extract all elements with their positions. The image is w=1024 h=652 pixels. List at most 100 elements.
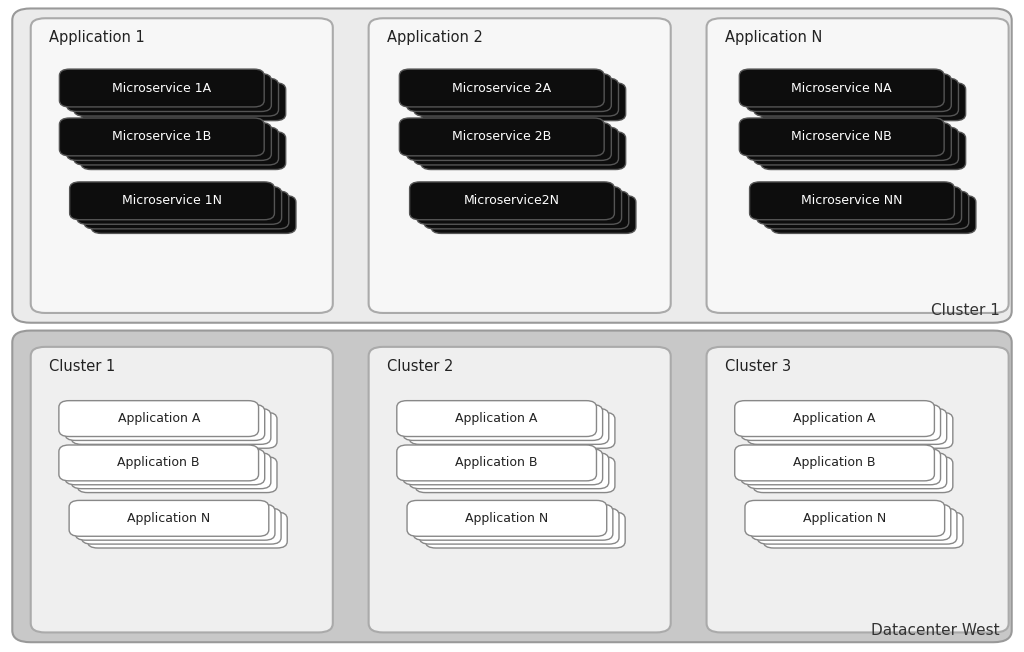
FancyBboxPatch shape	[399, 118, 604, 156]
Text: Cluster 2: Cluster 2	[387, 359, 454, 374]
FancyBboxPatch shape	[71, 453, 270, 489]
Text: Application A: Application A	[794, 412, 876, 425]
FancyBboxPatch shape	[74, 78, 279, 116]
FancyBboxPatch shape	[734, 445, 934, 481]
FancyBboxPatch shape	[78, 457, 276, 493]
FancyBboxPatch shape	[67, 74, 271, 111]
FancyBboxPatch shape	[754, 127, 958, 165]
FancyBboxPatch shape	[707, 18, 1009, 313]
FancyBboxPatch shape	[31, 18, 333, 313]
FancyBboxPatch shape	[751, 505, 950, 540]
FancyBboxPatch shape	[740, 404, 940, 441]
FancyBboxPatch shape	[763, 512, 963, 548]
Text: Application N: Application N	[465, 512, 549, 525]
FancyBboxPatch shape	[70, 501, 268, 536]
FancyBboxPatch shape	[12, 331, 1012, 642]
FancyBboxPatch shape	[753, 457, 952, 493]
FancyBboxPatch shape	[746, 453, 946, 489]
FancyBboxPatch shape	[753, 413, 952, 449]
FancyBboxPatch shape	[409, 408, 608, 445]
FancyBboxPatch shape	[59, 69, 264, 107]
FancyBboxPatch shape	[746, 123, 951, 160]
FancyBboxPatch shape	[402, 449, 602, 485]
FancyBboxPatch shape	[750, 182, 954, 220]
FancyBboxPatch shape	[414, 78, 618, 116]
Text: Application N: Application N	[725, 30, 822, 45]
Text: Datacenter West: Datacenter West	[870, 623, 999, 638]
FancyBboxPatch shape	[764, 191, 969, 229]
FancyBboxPatch shape	[421, 132, 626, 170]
Text: Microservice 2A: Microservice 2A	[453, 82, 551, 95]
Text: Microservice 1N: Microservice 1N	[122, 194, 222, 207]
FancyBboxPatch shape	[746, 74, 951, 111]
FancyBboxPatch shape	[77, 186, 282, 224]
FancyBboxPatch shape	[739, 69, 944, 107]
FancyBboxPatch shape	[420, 509, 618, 544]
FancyBboxPatch shape	[67, 123, 271, 160]
FancyBboxPatch shape	[754, 78, 958, 116]
FancyBboxPatch shape	[707, 347, 1009, 632]
FancyBboxPatch shape	[416, 413, 614, 449]
FancyBboxPatch shape	[761, 83, 966, 121]
FancyBboxPatch shape	[426, 512, 625, 548]
Text: Cluster 3: Cluster 3	[725, 359, 792, 374]
FancyBboxPatch shape	[740, 449, 940, 485]
FancyBboxPatch shape	[396, 400, 596, 437]
Text: Application N: Application N	[127, 512, 211, 525]
FancyBboxPatch shape	[757, 186, 962, 224]
FancyBboxPatch shape	[757, 509, 956, 544]
FancyBboxPatch shape	[746, 408, 946, 445]
FancyBboxPatch shape	[70, 182, 274, 220]
Text: Application 1: Application 1	[49, 30, 145, 45]
FancyBboxPatch shape	[66, 449, 264, 485]
FancyBboxPatch shape	[421, 83, 626, 121]
FancyBboxPatch shape	[402, 404, 602, 441]
FancyBboxPatch shape	[734, 400, 934, 437]
Text: Application B: Application B	[118, 456, 200, 469]
Text: Application B: Application B	[794, 456, 876, 469]
Text: Microservice 1B: Microservice 1B	[113, 130, 211, 143]
FancyBboxPatch shape	[58, 445, 258, 481]
FancyBboxPatch shape	[414, 127, 618, 165]
FancyBboxPatch shape	[407, 501, 606, 536]
FancyBboxPatch shape	[424, 191, 629, 229]
Text: Application A: Application A	[456, 412, 538, 425]
Text: Microservice NN: Microservice NN	[801, 194, 903, 207]
Text: Application 2: Application 2	[387, 30, 483, 45]
FancyBboxPatch shape	[91, 196, 296, 233]
Text: Cluster 1: Cluster 1	[49, 359, 116, 374]
FancyBboxPatch shape	[410, 182, 614, 220]
FancyBboxPatch shape	[12, 8, 1012, 323]
FancyBboxPatch shape	[417, 186, 622, 224]
FancyBboxPatch shape	[744, 501, 944, 536]
FancyBboxPatch shape	[416, 457, 614, 493]
Text: Application N: Application N	[803, 512, 887, 525]
FancyBboxPatch shape	[84, 191, 289, 229]
Text: Microservice2N: Microservice2N	[464, 194, 560, 207]
FancyBboxPatch shape	[82, 509, 281, 544]
FancyBboxPatch shape	[413, 505, 612, 540]
Text: Microservice NB: Microservice NB	[792, 130, 892, 143]
Text: Microservice 2B: Microservice 2B	[453, 130, 551, 143]
FancyBboxPatch shape	[739, 118, 944, 156]
FancyBboxPatch shape	[369, 347, 671, 632]
FancyBboxPatch shape	[71, 408, 270, 445]
FancyBboxPatch shape	[399, 69, 604, 107]
FancyBboxPatch shape	[66, 404, 264, 441]
FancyBboxPatch shape	[81, 132, 286, 170]
FancyBboxPatch shape	[407, 74, 611, 111]
FancyBboxPatch shape	[81, 83, 286, 121]
Text: Cluster 1: Cluster 1	[931, 303, 999, 318]
FancyBboxPatch shape	[369, 18, 671, 313]
FancyBboxPatch shape	[88, 512, 287, 548]
FancyBboxPatch shape	[58, 400, 258, 437]
Text: Microservice NA: Microservice NA	[792, 82, 892, 95]
FancyBboxPatch shape	[76, 505, 274, 540]
FancyBboxPatch shape	[407, 123, 611, 160]
FancyBboxPatch shape	[771, 196, 976, 233]
Text: Microservice 1A: Microservice 1A	[113, 82, 211, 95]
Text: Application B: Application B	[456, 456, 538, 469]
Text: Application A: Application A	[118, 412, 200, 425]
FancyBboxPatch shape	[409, 453, 608, 489]
FancyBboxPatch shape	[78, 413, 276, 449]
